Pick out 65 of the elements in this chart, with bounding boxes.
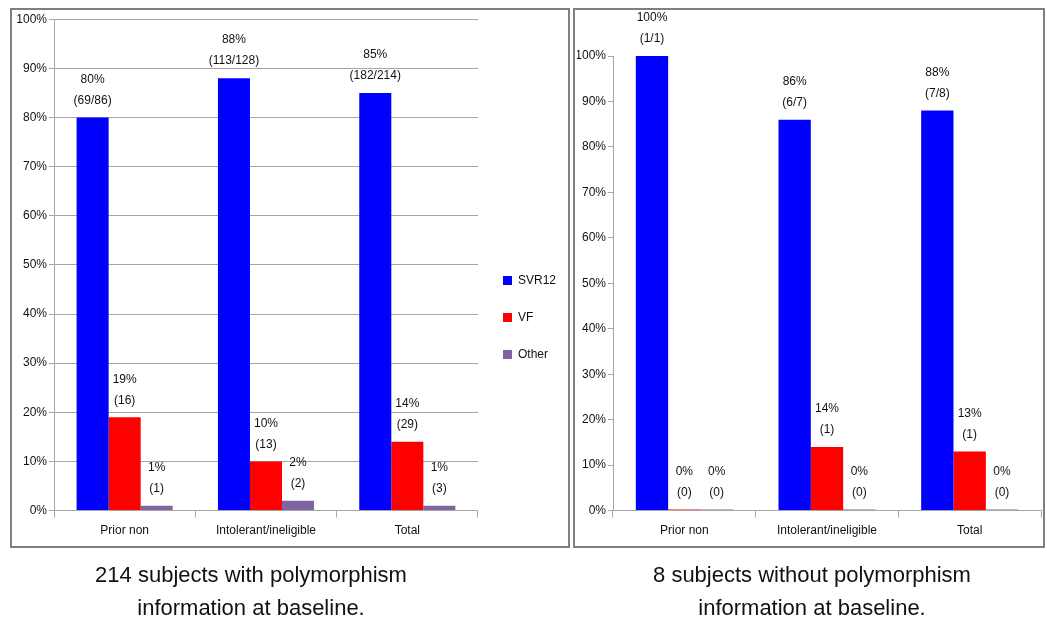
data-label: 1% (3)	[430, 460, 449, 495]
data-label: 80% (69/86)	[73, 71, 112, 107]
data-label: 1% (1)	[148, 460, 166, 495]
y-tick-label: 30%	[22, 355, 48, 370]
y-tick-label: 40%	[581, 321, 607, 336]
y-tick-label: 70%	[581, 184, 607, 199]
y-tick-label: 100%	[575, 48, 607, 63]
bar	[778, 119, 811, 511]
bar	[810, 446, 844, 511]
data-label: 14% (29)	[395, 396, 420, 432]
data-label: 0% (0)	[708, 463, 726, 499]
x-tick-label: Intolerant/ineligible	[215, 523, 317, 538]
data-label: 13% (1)	[957, 405, 982, 441]
y-tick-label: 0%	[29, 502, 48, 517]
x-tick-label: Intolerant/ineligible	[776, 523, 878, 538]
text: 8 subjects without polymorphism information at baseline.	[652, 561, 972, 621]
legend-label: Other	[517, 346, 548, 361]
text: 214 subjects with polymorphism information at baseline.	[94, 561, 408, 621]
x-tick-label: Prior non	[659, 523, 709, 538]
legend-label: VF	[517, 309, 534, 324]
bar	[217, 78, 250, 511]
y-tick-label: 100%	[16, 11, 48, 26]
bar	[953, 451, 986, 511]
data-label: 2% (2)	[289, 455, 308, 491]
data-label: 0% (0)	[850, 463, 869, 499]
data-label: 0% (0)	[675, 463, 694, 499]
bar	[108, 417, 141, 511]
y-tick-label: 50%	[22, 257, 48, 272]
y-tick-label: 80%	[22, 109, 48, 124]
data-label: 10% (13)	[253, 415, 279, 451]
y-tick-label: 10%	[581, 457, 607, 472]
y-tick-label: 40%	[22, 306, 48, 321]
data-label: 88% (7/8)	[924, 64, 950, 100]
bar	[635, 56, 669, 511]
data-label: 14% (1)	[814, 401, 840, 437]
bar	[249, 461, 283, 511]
y-tick-label: 90%	[22, 60, 48, 75]
bar	[282, 500, 315, 511]
y-tick-label: 60%	[22, 208, 48, 223]
y-tick-label: 90%	[581, 93, 607, 108]
bar	[76, 117, 109, 511]
y-tick-label: 10%	[22, 453, 48, 468]
y-tick-label: 30%	[581, 366, 607, 381]
data-label: 88% (113/128)	[208, 32, 260, 68]
bar	[140, 505, 173, 511]
data-label: 0% (0)	[993, 463, 1012, 499]
y-tick-label: 60%	[581, 230, 607, 245]
legend-label: SVR12	[517, 272, 557, 287]
x-tick-label: Prior non	[100, 523, 150, 538]
x-tick-label: Total	[956, 523, 983, 538]
y-tick-label: 80%	[581, 139, 607, 154]
y-tick-label: 50%	[581, 275, 607, 290]
data-label: 86% (6/7)	[782, 73, 808, 109]
x-tick-label: Total	[394, 523, 420, 538]
y-tick-label: 20%	[22, 404, 48, 419]
bar	[921, 110, 954, 511]
y-tick-label: 0%	[588, 502, 607, 517]
bar	[359, 92, 392, 511]
y-tick-label: 20%	[581, 411, 607, 426]
y-tick-label: 70%	[22, 158, 48, 173]
data-label: 85% (182/214)	[349, 47, 401, 83]
bar	[391, 441, 424, 511]
data-label: 100% (1/1)	[636, 10, 668, 46]
bar	[423, 505, 456, 511]
data-label: 19% (16)	[112, 371, 137, 407]
